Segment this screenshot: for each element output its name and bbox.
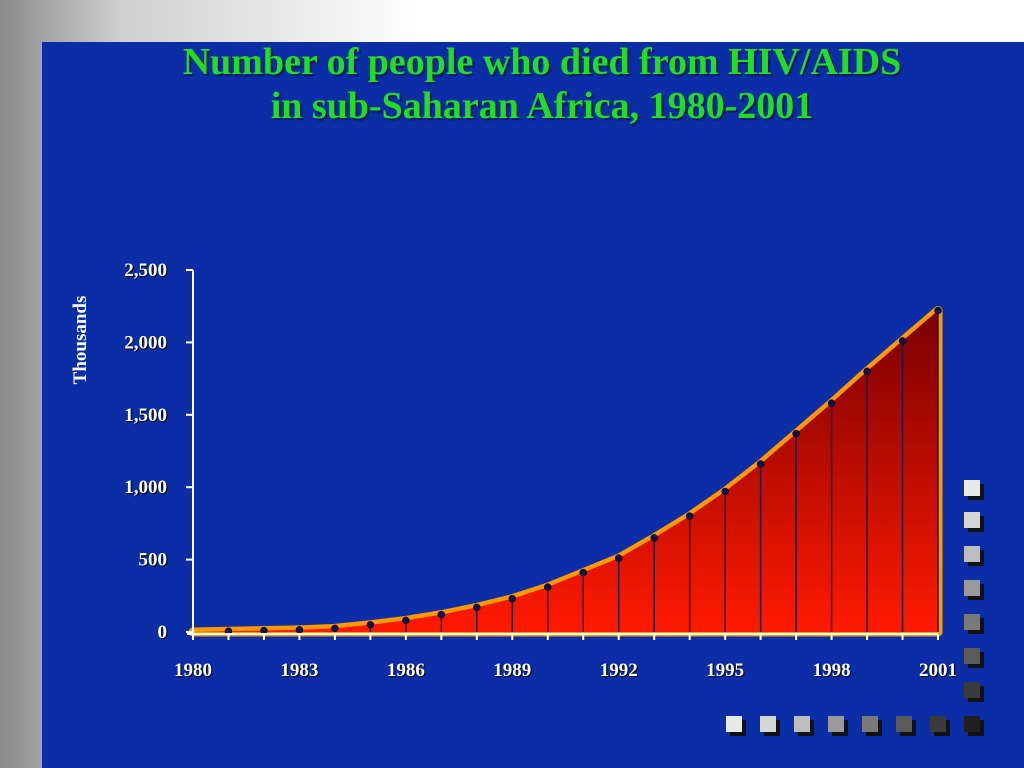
data-point [756, 460, 765, 468]
data-point [614, 554, 623, 562]
data-point [650, 534, 658, 542]
data-point [508, 594, 517, 603]
decor-square [862, 716, 878, 732]
data-point [331, 624, 339, 633]
plot-area: 0 500 1,000 1,500 2,000 2,500 1980 1983 1986 1989… [124, 260, 957, 681]
x-tick-label: 1992 [600, 660, 638, 681]
data-point [295, 626, 304, 634]
x-tick-label: 1998 [813, 660, 851, 681]
decor-square [964, 614, 980, 630]
decor-square [726, 716, 742, 732]
chart-title: Number of people who died from HIV/AIDS … [62, 40, 1022, 128]
x-tick-label: 1989 [493, 660, 531, 681]
decor-square [794, 716, 810, 732]
decor-square [964, 716, 980, 732]
y-tick-label: 1,500 [124, 405, 167, 426]
data-point [473, 603, 481, 612]
y-tick-label: 1,000 [124, 477, 167, 498]
data-point [437, 610, 446, 619]
y-tick-label: 0 [158, 622, 168, 643]
y-tick-label: 2,500 [124, 260, 167, 281]
data-point [934, 306, 942, 315]
decor-square [760, 716, 776, 732]
data-point [366, 621, 375, 629]
data-point [579, 568, 587, 577]
decor-square [964, 648, 980, 664]
data-point [863, 367, 871, 376]
data-point [721, 487, 729, 496]
decor-square [964, 546, 980, 562]
decor-square [964, 480, 980, 496]
decor-square [896, 716, 912, 732]
y-axis-title: Thousands [70, 296, 91, 385]
y-tick-label: 2,000 [124, 332, 167, 353]
y-tick-label: 500 [139, 550, 168, 571]
data-point [685, 512, 694, 520]
data-point [402, 616, 410, 625]
data-point [544, 583, 552, 591]
data-point [792, 429, 800, 438]
data-point [898, 337, 907, 345]
area-fill [193, 310, 938, 632]
data-point [827, 399, 836, 407]
chart-title-line-2: in sub-Saharan Africa, 1980-2001 [270, 85, 814, 127]
chart-title-line-1: Number of people who died from HIV/AIDS [182, 41, 902, 83]
x-tick-label: 1980 [174, 660, 212, 681]
x-tick-label: 1986 [387, 660, 425, 681]
decor-square [964, 512, 980, 528]
x-tick-label: 1995 [706, 660, 744, 681]
x-tick-label: 1983 [280, 660, 318, 681]
x-tick-label: 2001 [919, 660, 957, 681]
decor-square [930, 716, 946, 732]
decor-square [964, 682, 980, 698]
decor-square [964, 580, 980, 596]
decor-square [828, 716, 844, 732]
